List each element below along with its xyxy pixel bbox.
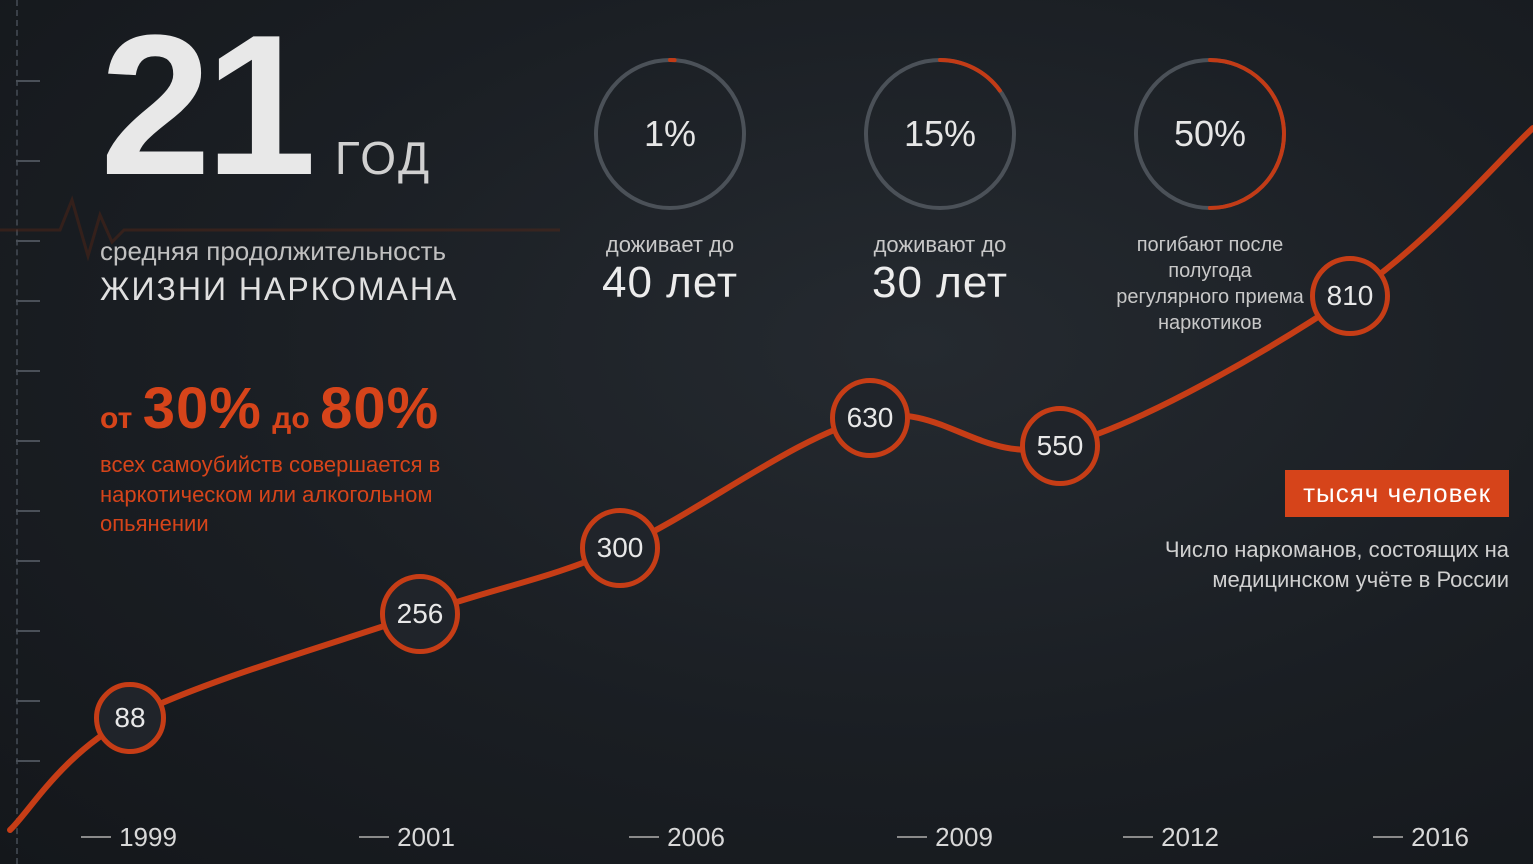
- x-axis-tick: [1123, 836, 1153, 838]
- x-axis-label: 1999: [119, 822, 177, 853]
- donut-pct: 1%: [590, 54, 750, 214]
- y-axis: [16, 0, 18, 864]
- chart-node-value: 256: [397, 598, 444, 630]
- chart-legend: тысяч человек Число наркоманов, состоящи…: [1149, 470, 1509, 594]
- pct-desc: всех самоубийств совершается в наркотиче…: [100, 450, 530, 539]
- headline-unit: ГОД: [335, 131, 432, 185]
- headline-number: 21: [100, 6, 310, 206]
- x-axis-tick: [81, 836, 111, 838]
- chart-node: 550: [1020, 406, 1100, 486]
- pct-val1: 30%: [143, 376, 262, 441]
- chart-node: 88: [94, 682, 166, 754]
- donut-pct: 50%: [1130, 54, 1290, 214]
- chart-node: 810: [1310, 256, 1390, 336]
- x-axis-tick: [897, 836, 927, 838]
- x-axis-label: 2009: [935, 822, 993, 853]
- donut-caption: погибают после полугода регулярного прие…: [1110, 232, 1310, 336]
- percent-range-block: от 30% до 80% всех самоубийств совершает…: [100, 380, 530, 539]
- chart-node-value: 550: [1037, 430, 1084, 462]
- x-axis-label: 2006: [667, 822, 725, 853]
- pct-prefix2: до: [272, 402, 309, 435]
- donut-sub2: 30 лет: [872, 258, 1008, 308]
- headline-sub2: ЖИЗНИ НАРКОМАНА: [100, 271, 458, 308]
- donut-item: 1% доживает до40 лет: [570, 54, 770, 336]
- donut-item: 50% погибают после полугода регулярного п…: [1110, 54, 1310, 336]
- chart-node-value: 810: [1327, 280, 1374, 312]
- donut-pct: 15%: [860, 54, 1020, 214]
- chart-node-value: 300: [597, 532, 644, 564]
- legend-text: Число наркоманов, состоящих на медицинск…: [1149, 535, 1509, 594]
- x-axis-label: 2001: [397, 822, 455, 853]
- pct-val2: 80%: [320, 376, 439, 441]
- chart-node: 256: [380, 574, 460, 654]
- x-axis-tick: [359, 836, 389, 838]
- donut-sub1: доживают до: [874, 232, 1007, 258]
- pct-prefix1: от: [100, 402, 132, 435]
- donut-row: 1% доживает до40 лет 15% доживают до30 лет 5…: [570, 54, 1310, 336]
- chart-node: 300: [580, 508, 660, 588]
- headline-sub1: средняя продолжительность: [100, 236, 458, 267]
- donut-sub1: доживает до: [606, 232, 734, 258]
- chart-node: 630: [830, 378, 910, 458]
- headline-block: 21 ГОД средняя продолжительность ЖИЗНИ Н…: [100, 6, 458, 308]
- x-axis-tick: [629, 836, 659, 838]
- x-axis-label: 2012: [1161, 822, 1219, 853]
- legend-badge: тысяч человек: [1285, 470, 1509, 517]
- chart-node-value: 88: [114, 702, 145, 734]
- x-axis-label: 2016: [1411, 822, 1469, 853]
- donut-sub2: 40 лет: [602, 258, 738, 308]
- infographic-canvas: 21 ГОД средняя продолжительность ЖИЗНИ Н…: [0, 0, 1533, 864]
- chart-node-value: 630: [847, 402, 894, 434]
- x-axis-tick: [1373, 836, 1403, 838]
- donut-item: 15% доживают до30 лет: [840, 54, 1040, 336]
